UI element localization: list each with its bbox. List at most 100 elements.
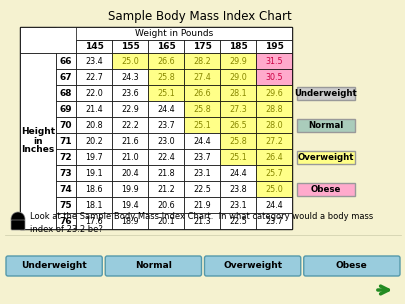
Text: 25.0: 25.0	[264, 185, 282, 194]
Bar	[256, 69, 291, 85]
Text: 28.1: 28.1	[229, 88, 246, 98]
Bar	[112, 149, 148, 165]
Bar	[220, 53, 256, 69]
Bar	[56, 53, 76, 69]
Text: in: in	[33, 136, 43, 146]
Text: 20.6: 20.6	[157, 201, 175, 209]
Text: 74: 74	[60, 185, 72, 194]
Bar	[256, 117, 291, 133]
Bar	[256, 101, 291, 117]
Bar	[296, 87, 354, 99]
Text: 22.5: 22.5	[228, 216, 246, 226]
Text: 28.0: 28.0	[264, 120, 282, 130]
Bar	[56, 85, 76, 101]
Text: 23.1: 23.1	[229, 201, 246, 209]
Text: 185: 185	[228, 42, 247, 51]
Bar	[220, 181, 256, 197]
Bar	[148, 213, 183, 229]
Bar	[20, 27, 76, 53]
Text: 28.8: 28.8	[264, 105, 282, 113]
Text: 23.4: 23.4	[85, 57, 102, 65]
Bar	[183, 40, 220, 53]
Text: 20.2: 20.2	[85, 136, 102, 146]
Bar	[56, 213, 76, 229]
Text: 27.3: 27.3	[228, 105, 246, 113]
Bar	[256, 181, 291, 197]
Text: 20.1: 20.1	[157, 216, 175, 226]
Bar	[76, 149, 112, 165]
Text: 66: 66	[60, 57, 72, 65]
Bar	[183, 213, 220, 229]
Bar	[112, 69, 148, 85]
Bar	[256, 53, 291, 69]
Text: 21.4: 21.4	[85, 105, 102, 113]
Text: Look at the Sample Body Mass Index Chart.  In what category would a body mass
in: Look at the Sample Body Mass Index Chart…	[30, 212, 372, 234]
Text: 26.5: 26.5	[228, 120, 246, 130]
Bar	[112, 101, 148, 117]
Text: 76: 76	[60, 216, 72, 226]
Text: Overweight: Overweight	[222, 261, 281, 271]
Bar	[112, 197, 148, 213]
Bar	[112, 117, 148, 133]
Bar	[183, 53, 220, 69]
Bar	[296, 119, 354, 132]
Bar	[148, 40, 183, 53]
Bar	[76, 213, 112, 229]
Text: 25.8: 25.8	[228, 136, 246, 146]
FancyBboxPatch shape	[204, 256, 300, 276]
Bar	[183, 181, 220, 197]
Bar	[112, 165, 148, 181]
Bar	[112, 213, 148, 229]
FancyBboxPatch shape	[6, 256, 102, 276]
Text: 21.9: 21.9	[193, 201, 210, 209]
Text: 22.7: 22.7	[85, 72, 103, 81]
Text: 18.1: 18.1	[85, 201, 102, 209]
Text: 18.9: 18.9	[121, 216, 139, 226]
Text: Inches: Inches	[21, 146, 55, 154]
Text: 25.1: 25.1	[228, 153, 246, 161]
Text: 31.5: 31.5	[264, 57, 282, 65]
Bar	[76, 133, 112, 149]
Text: 19.1: 19.1	[85, 168, 102, 178]
Bar	[76, 69, 112, 85]
Text: 19.9: 19.9	[121, 185, 139, 194]
Bar	[112, 133, 148, 149]
Text: 25.7: 25.7	[264, 168, 282, 178]
Bar	[220, 40, 256, 53]
Bar	[220, 213, 256, 229]
Text: 23.7: 23.7	[157, 120, 175, 130]
Text: 27.2: 27.2	[264, 136, 282, 146]
Bar	[76, 197, 112, 213]
Text: 175: 175	[192, 42, 211, 51]
Text: 17.6: 17.6	[85, 216, 102, 226]
Text: 29.9: 29.9	[228, 57, 246, 65]
Bar	[76, 181, 112, 197]
Bar	[220, 133, 256, 149]
Text: 21.2: 21.2	[157, 185, 175, 194]
Text: 18.6: 18.6	[85, 185, 102, 194]
FancyBboxPatch shape	[303, 256, 399, 276]
Text: 22.9: 22.9	[121, 105, 139, 113]
Text: 23.0: 23.0	[157, 136, 175, 146]
Text: Obese: Obese	[335, 261, 367, 271]
Text: 145: 145	[84, 42, 103, 51]
Bar	[112, 40, 148, 53]
Bar	[20, 27, 291, 229]
Text: 165: 165	[156, 42, 175, 51]
Bar	[256, 149, 291, 165]
Text: 29.0: 29.0	[228, 72, 246, 81]
Text: 22.5: 22.5	[193, 185, 211, 194]
Text: 68: 68	[60, 88, 72, 98]
Text: 25.1: 25.1	[193, 120, 210, 130]
Text: 28.2: 28.2	[193, 57, 210, 65]
Text: 22.2: 22.2	[121, 120, 139, 130]
Bar	[56, 181, 76, 197]
Bar	[256, 133, 291, 149]
Bar	[256, 85, 291, 101]
Text: 23.8: 23.8	[229, 185, 246, 194]
Bar	[256, 165, 291, 181]
Bar	[220, 117, 256, 133]
Text: 25.0: 25.0	[121, 57, 139, 65]
Bar	[148, 181, 183, 197]
Bar	[56, 165, 76, 181]
